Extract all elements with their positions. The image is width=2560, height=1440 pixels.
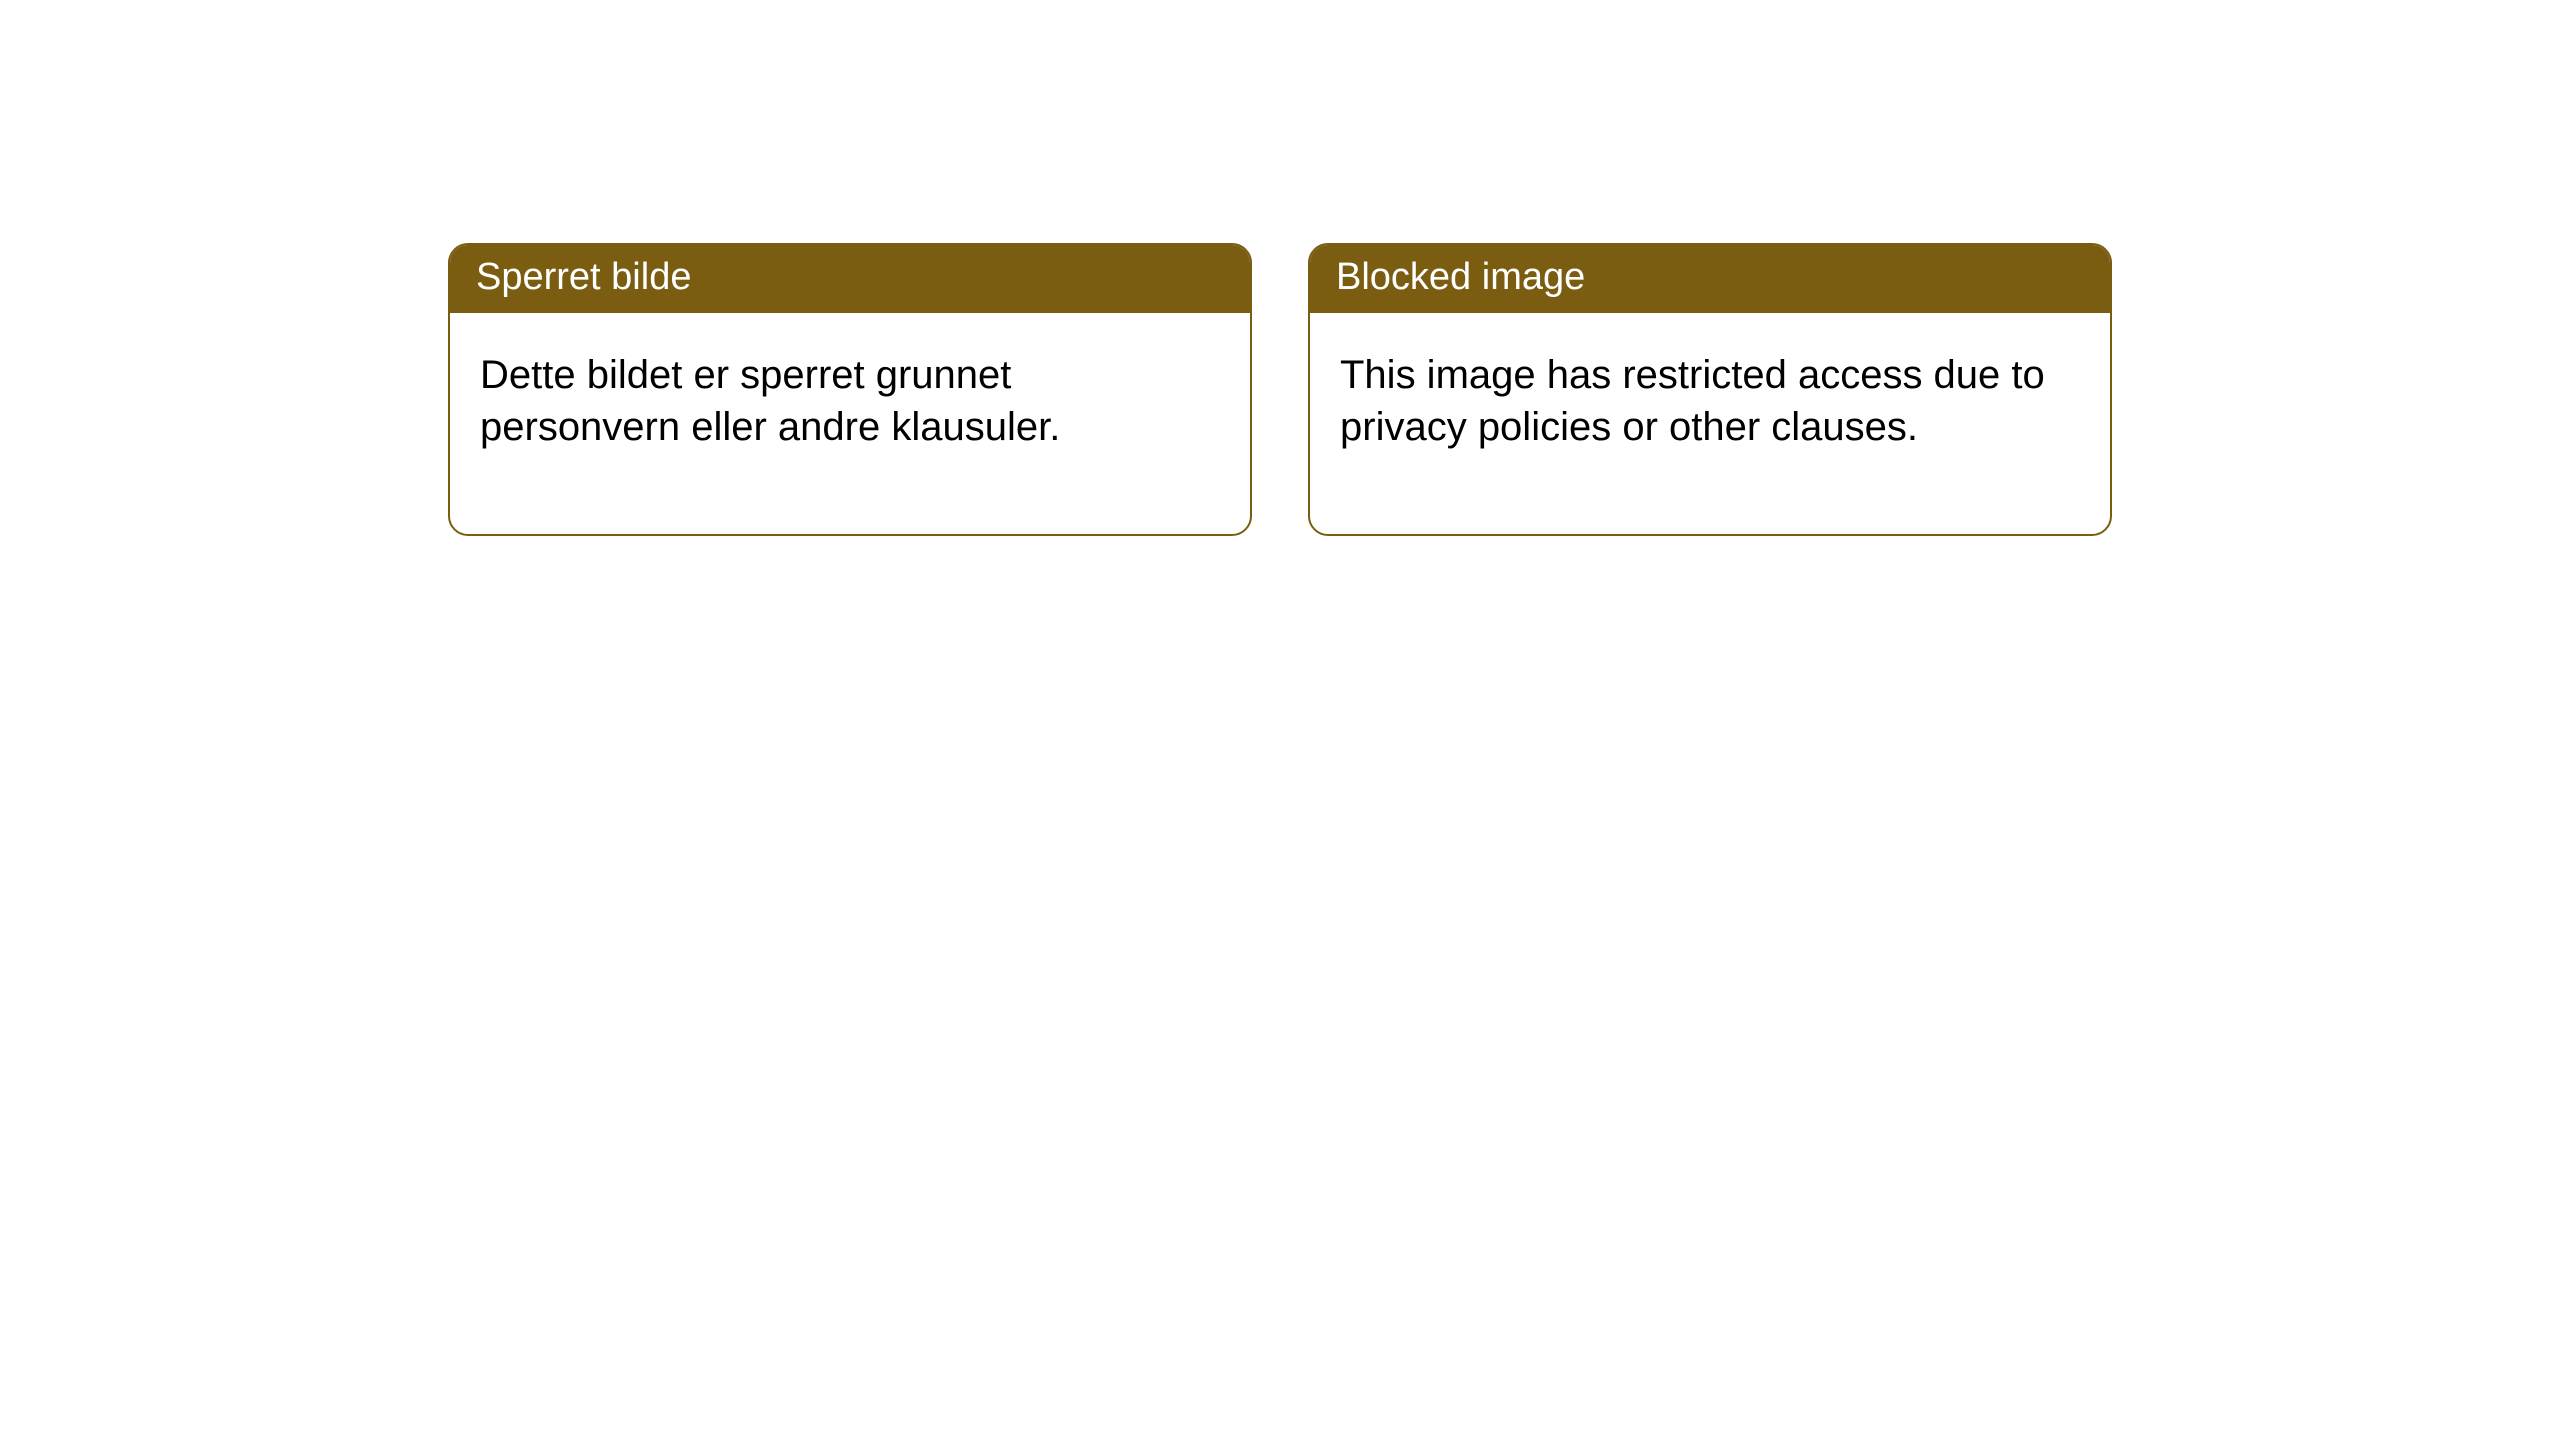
card-title: Blocked image (1310, 245, 2110, 313)
card-row: Sperret bilde Dette bildet er sperret gr… (0, 0, 2560, 536)
card-body: Dette bildet er sperret grunnet personve… (450, 313, 1250, 535)
notice-card-no: Sperret bilde Dette bildet er sperret gr… (448, 243, 1252, 536)
notice-card-en: Blocked image This image has restricted … (1308, 243, 2112, 536)
card-title: Sperret bilde (450, 245, 1250, 313)
card-body: This image has restricted access due to … (1310, 313, 2110, 535)
